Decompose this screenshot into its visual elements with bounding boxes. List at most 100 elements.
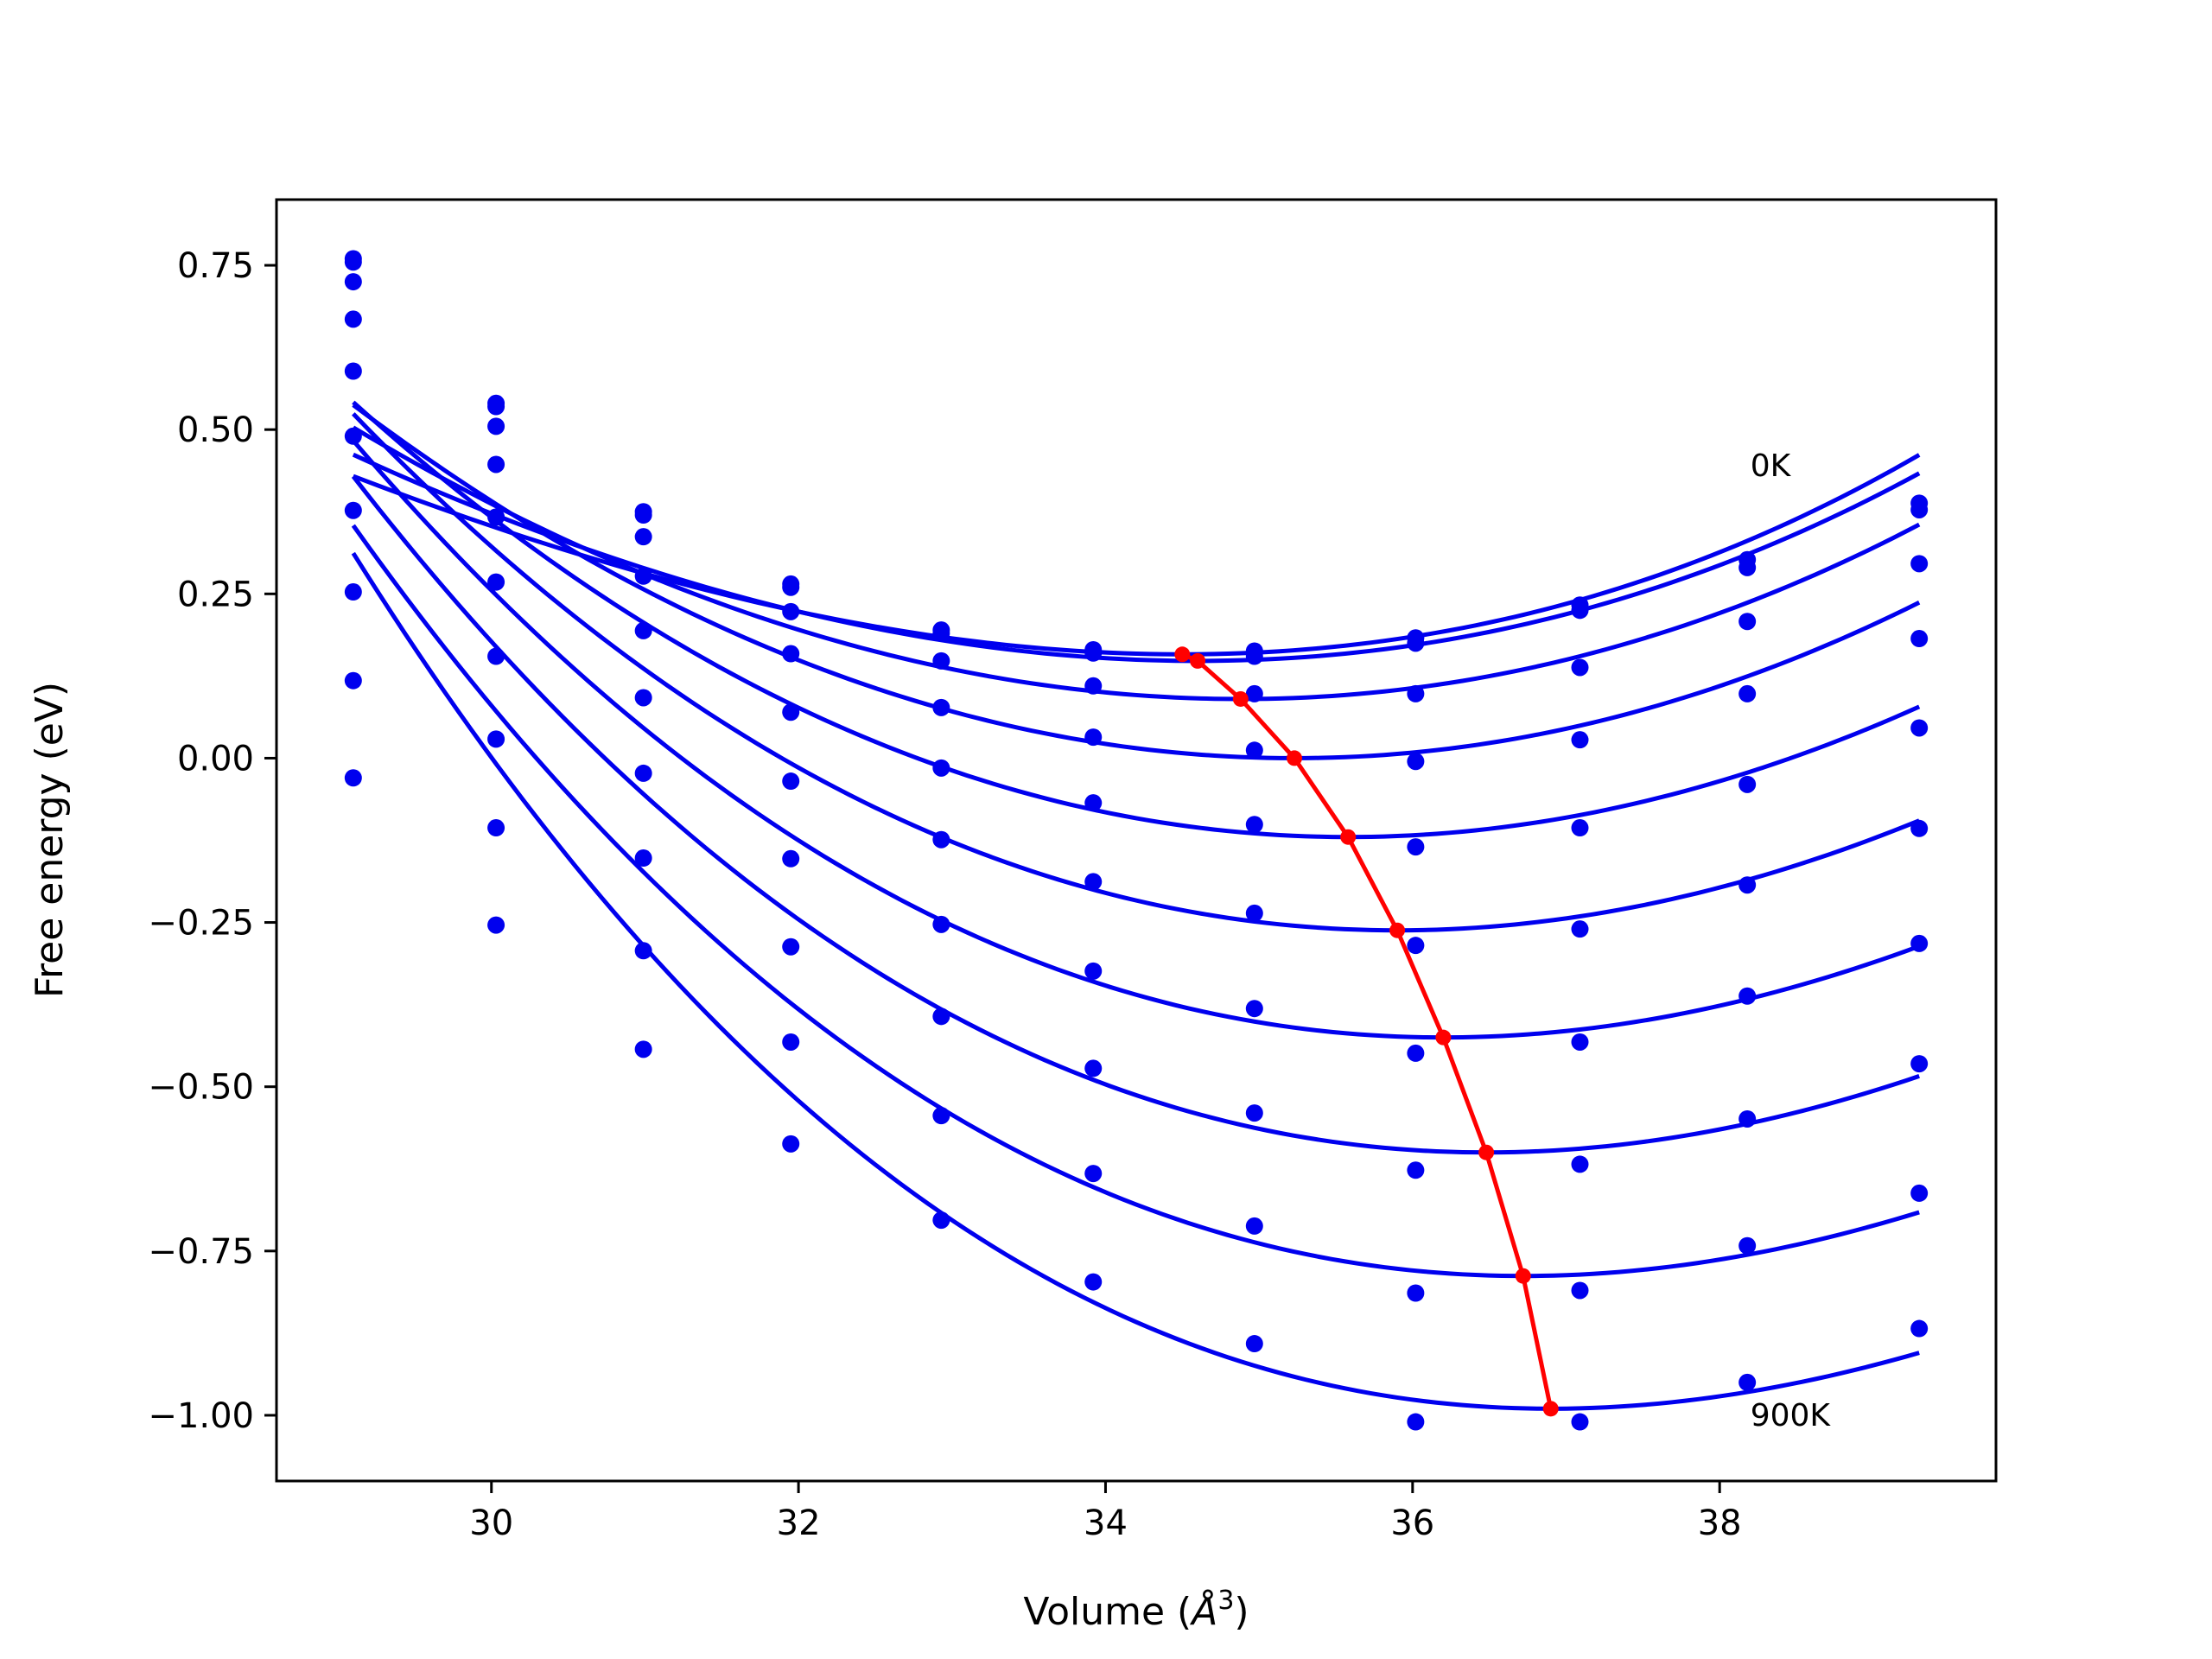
data-point-6-7 [1407, 1044, 1425, 1062]
equilibrium-point-2 [1232, 690, 1249, 707]
data-point-3-5 [1084, 728, 1103, 747]
annotation-0: 0K [1751, 448, 1792, 484]
fit-curve-3 [352, 403, 1921, 760]
data-point-5-4 [932, 830, 950, 849]
data-point-8-5 [1084, 1165, 1103, 1183]
x-tick-label: 30 [469, 1503, 513, 1543]
data-point-2-10 [1910, 555, 1929, 573]
data-point-7-7 [1407, 1161, 1425, 1179]
fit-curve-9 [351, 551, 1920, 1411]
data-point-6-10 [1910, 934, 1929, 952]
fit-curve-5 [352, 412, 1921, 933]
data-point-5-9 [1738, 876, 1757, 894]
data-point-5-7 [1407, 937, 1425, 955]
y-axis-label: Free energy (eV) [28, 682, 72, 998]
data-point-2-1 [487, 417, 505, 435]
data-point-4-0 [344, 362, 362, 380]
data-point-8-2 [634, 942, 652, 960]
equilibrium-point-5 [1389, 922, 1406, 938]
data-point-9-7 [1407, 1413, 1425, 1431]
x-axis-label-symbol: Å [1189, 1588, 1217, 1634]
data-point-4-5 [1084, 794, 1103, 812]
y-tick-label: −1.00 [148, 1396, 254, 1436]
fit-curve-4 [352, 400, 1921, 840]
equilibrium-point-4 [1340, 829, 1357, 845]
data-point-8-7 [1407, 1284, 1425, 1302]
data-point-1-1 [487, 397, 505, 416]
data-point-4-1 [487, 508, 505, 526]
plot-frame [275, 198, 1998, 1483]
data-point-2-8 [1571, 658, 1589, 677]
data-point-5-10 [1910, 819, 1929, 837]
equilibrium-point-9 [1542, 1401, 1559, 1417]
data-point-9-2 [634, 1040, 652, 1058]
y-tick-label: 0.50 [177, 410, 254, 450]
data-point-1-5 [1084, 644, 1103, 662]
x-ticks: 30 32 34 36 38 [469, 1481, 1742, 1543]
data-point-9-10 [1910, 1319, 1929, 1338]
data-point-1-4 [932, 624, 950, 642]
data-point-3-6 [1245, 741, 1263, 760]
data-point-2-3 [782, 602, 800, 620]
data-point-9-8 [1571, 1413, 1589, 1431]
data-point-4-7 [1407, 838, 1425, 856]
data-point-9-6 [1245, 1335, 1263, 1353]
data-point-1-0 [344, 253, 362, 271]
y-tick-label: −0.50 [148, 1068, 254, 1108]
fit-curves [351, 400, 1921, 1411]
equilibrium-point-3 [1287, 750, 1303, 766]
data-point-4-4 [932, 759, 950, 777]
data-point-7-5 [1084, 1059, 1103, 1077]
data-point-4-10 [1910, 719, 1929, 737]
data-point-6-1 [487, 647, 505, 665]
data-point-6-5 [1084, 962, 1103, 980]
y-tick-label: −0.25 [148, 904, 254, 944]
x-tick-label: 34 [1084, 1503, 1128, 1543]
data-point-2-4 [932, 652, 950, 670]
data-point-6-2 [634, 764, 652, 782]
fit-curve-0 [352, 453, 1921, 657]
data-points [344, 250, 1929, 1431]
fit-curve-7 [351, 474, 1920, 1155]
data-point-8-3 [782, 1033, 800, 1051]
data-point-4-9 [1738, 775, 1757, 793]
equilibrium-point-1 [1190, 652, 1206, 669]
data-point-3-3 [782, 645, 800, 663]
y-tick-label: 0.25 [177, 575, 254, 614]
data-point-6-8 [1571, 1033, 1589, 1051]
data-point-8-10 [1910, 1184, 1929, 1202]
data-point-3-0 [344, 310, 362, 328]
equilibrium-line [1174, 646, 1559, 1417]
data-point-3-9 [1738, 684, 1757, 702]
data-point-2-6 [1245, 684, 1263, 702]
data-point-6-0 [344, 501, 362, 519]
data-point-8-9 [1738, 1236, 1757, 1255]
data-point-1-6 [1245, 647, 1263, 665]
y-tick-label: 0.00 [177, 739, 254, 779]
data-point-1-3 [782, 578, 800, 596]
data-point-3-1 [487, 455, 505, 474]
data-point-2-9 [1738, 613, 1757, 631]
data-point-4-3 [782, 703, 800, 721]
data-point-9-1 [487, 916, 505, 934]
data-point-3-10 [1910, 630, 1929, 648]
data-point-9-0 [344, 769, 362, 787]
data-point-5-3 [782, 772, 800, 791]
equilibrium-polyline [1181, 652, 1554, 1409]
fit-curve-2 [352, 425, 1921, 702]
data-point-5-8 [1571, 920, 1589, 938]
data-point-9-4 [932, 1211, 950, 1230]
x-tick-label: 36 [1390, 1503, 1434, 1543]
data-point-1-7 [1407, 634, 1425, 652]
data-point-3-4 [932, 698, 950, 716]
y-tick-label: −0.75 [148, 1232, 254, 1272]
data-point-2-7 [1407, 684, 1425, 702]
equilibrium-point-8 [1515, 1268, 1531, 1284]
data-point-5-0 [344, 427, 362, 445]
data-point-9-3 [782, 1135, 800, 1153]
equilibrium-point-6 [1435, 1029, 1452, 1046]
data-point-9-5 [1084, 1273, 1103, 1291]
data-point-6-9 [1738, 987, 1757, 1005]
annotations: 0K 900K [1751, 448, 1832, 1433]
x-axis-label: Volume (Å3) [1023, 1586, 1249, 1634]
